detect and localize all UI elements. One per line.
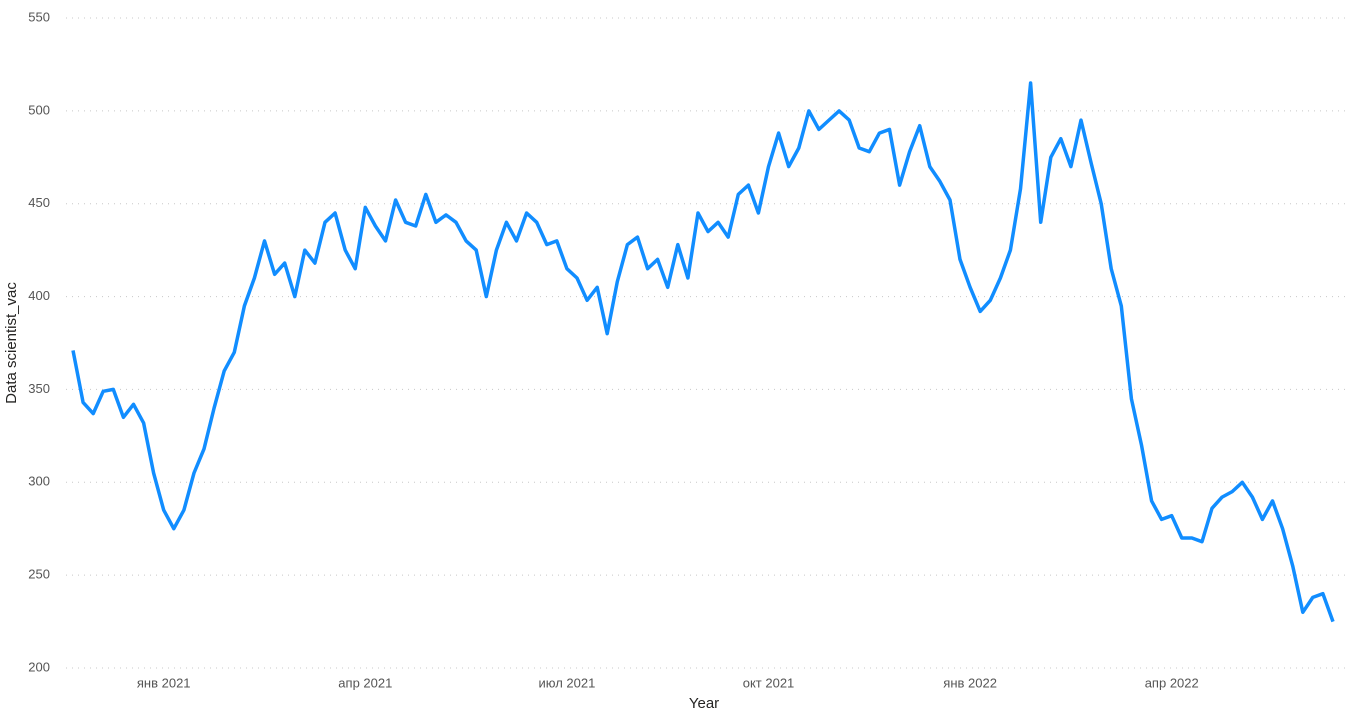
x-tick-label: янв 2022 <box>943 675 997 690</box>
x-tick-label: янв 2021 <box>137 675 191 690</box>
y-tick-label: 550 <box>28 9 50 24</box>
y-tick-label: 450 <box>28 195 50 210</box>
data-line <box>71 81 1335 623</box>
x-tick-label: апр 2022 <box>1145 675 1199 690</box>
y-tick-label: 300 <box>28 474 50 489</box>
y-tick-label: 350 <box>28 381 50 396</box>
x-tick-label: апр 2021 <box>338 675 392 690</box>
y-axis-title: Data scientist_vac <box>3 282 20 404</box>
x-tick-label: окт 2021 <box>743 675 795 690</box>
y-tick-label: 200 <box>28 659 50 674</box>
y-tick-label: 250 <box>28 567 50 582</box>
y-tick-label: 500 <box>28 102 50 117</box>
x-tick-label: июл 2021 <box>538 675 595 690</box>
x-axis-title: Year <box>689 695 719 710</box>
y-tick-label: 400 <box>28 288 50 303</box>
